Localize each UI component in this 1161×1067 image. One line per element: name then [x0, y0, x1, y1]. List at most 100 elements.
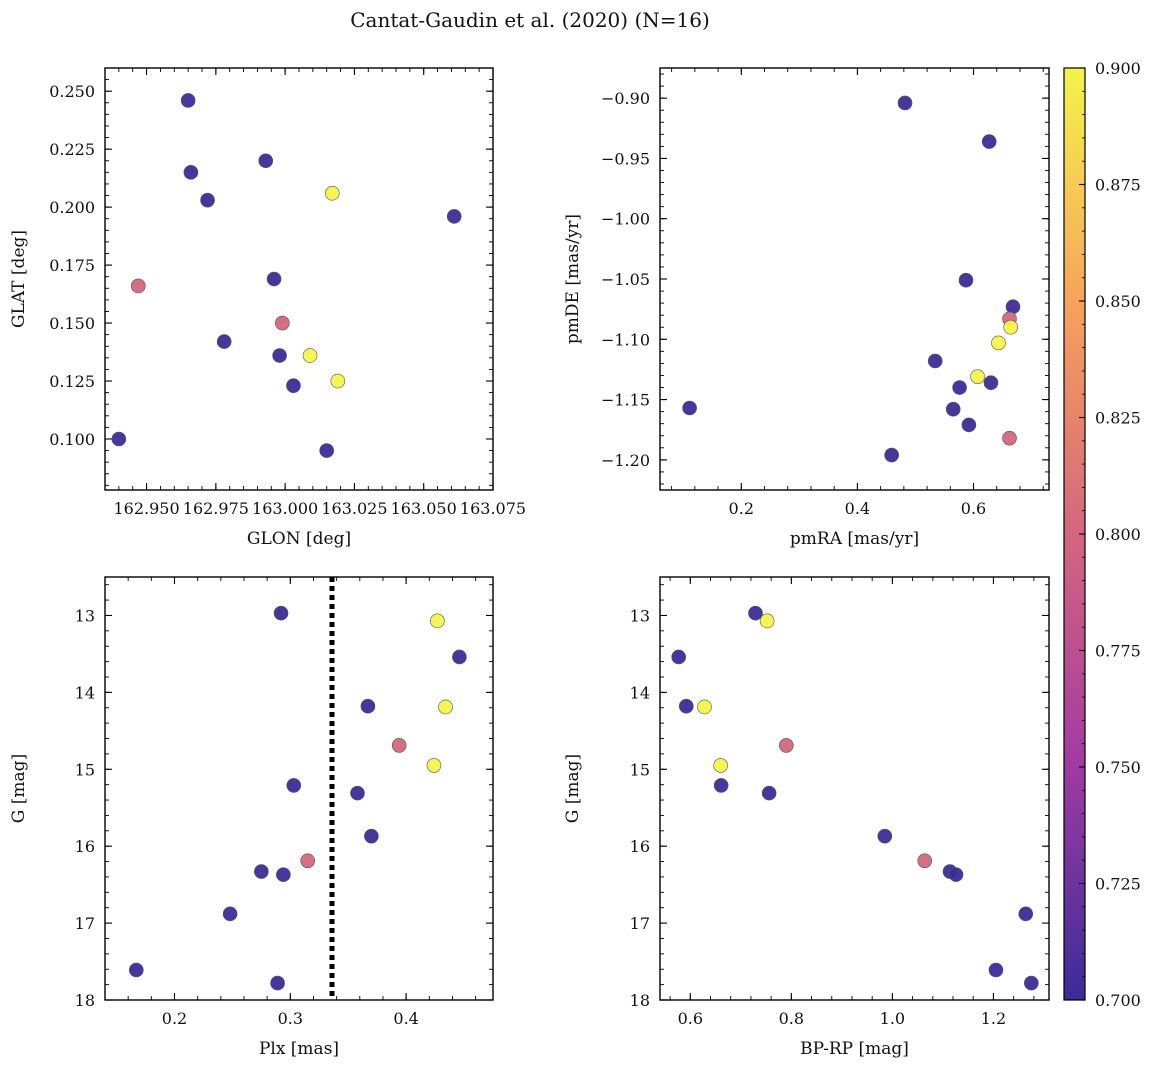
x-tick-label: 0.6	[961, 499, 986, 518]
y-tick-label: 18	[75, 991, 95, 1010]
data-point	[983, 375, 999, 390]
data-point	[302, 348, 318, 363]
panel-bprp-g: 0.6 0.8 1.0 1.2 13 14 15 16 17 18 BP-RP [mag] G [ma…	[563, 576, 1050, 1059]
colorbar-tick-label: 0.775	[1095, 642, 1141, 661]
y-tick-label: 17	[630, 914, 650, 933]
y-tick-label: −0.95	[601, 149, 650, 168]
data-point	[324, 185, 340, 201]
x-axis-title: GLON [deg]	[247, 529, 351, 549]
panel-plx-g: 0.2 0.3 0.4 13 14 15 16 17 18 Plx [mas] G [mag]	[9, 576, 494, 1059]
x-tick-label: 1.0	[880, 1009, 905, 1028]
data-point	[988, 962, 1004, 978]
data-point	[300, 853, 315, 869]
data-point	[884, 447, 899, 463]
x-tick-label: 0.4	[393, 1009, 418, 1028]
data-point	[319, 443, 335, 458]
data-point	[1002, 430, 1017, 446]
data-point	[272, 348, 287, 363]
data-point	[927, 353, 943, 369]
y-tick-label: −1.00	[601, 210, 650, 229]
y-tick-label: 0.100	[49, 430, 95, 449]
y-tick-label: 0.150	[49, 314, 95, 333]
data-point	[446, 209, 462, 224]
panel-glon-glat: 162.950 162.975 163.000 163.025 163.050 163.0…	[9, 67, 526, 549]
colorbar-tick-label: 0.850	[1095, 292, 1141, 311]
y-axis-title: G [mag]	[563, 754, 583, 823]
data-point	[350, 785, 365, 801]
colorbar: 0.700 0.725 0.750 0.775 0.800 0.825 0.850 0.875…	[1063, 59, 1141, 1010]
x-tick-label: 0.6	[678, 1009, 703, 1028]
y-tick-label: 0.175	[49, 256, 95, 275]
data-point	[678, 698, 694, 714]
data-point	[391, 738, 407, 753]
data-point	[1003, 319, 1018, 335]
data-point	[200, 192, 215, 208]
colorbar-tick-label: 0.725	[1095, 875, 1141, 894]
x-tick-label: 162.975	[183, 499, 249, 518]
x-tick-label: 162.950	[113, 499, 179, 518]
data-point	[697, 699, 712, 715]
data-point	[991, 335, 1006, 351]
x-axis-title: BP-RP [mag]	[800, 1039, 909, 1059]
data-point	[286, 378, 301, 393]
data-point	[1024, 975, 1039, 991]
colorbar-tick-label: 0.800	[1095, 525, 1141, 544]
x-tick-label: 163.050	[391, 499, 457, 518]
data-point	[270, 975, 285, 991]
data-point	[713, 778, 729, 793]
x-axis-title: Plx [mas]	[259, 1039, 339, 1059]
data-point	[981, 134, 997, 149]
y-tick-label: 15	[630, 760, 650, 779]
figure-title: Cantat-Gaudin et al. (2020) (N=16)	[350, 8, 710, 32]
data-point	[917, 853, 933, 869]
y-axis-title: pmDE [mas/yr]	[563, 214, 583, 344]
axes-frame	[659, 67, 1050, 491]
data-point	[682, 400, 697, 416]
data-point	[276, 867, 291, 882]
y-axis-title: GLAT [deg]	[9, 230, 29, 328]
panels: 162.950 162.975 163.000 163.025 163.050 163.0…	[9, 67, 1050, 1059]
data-point	[426, 758, 442, 773]
axes-frame	[104, 67, 494, 491]
data-point	[897, 95, 913, 111]
x-tick-label: 1.2	[981, 1009, 1006, 1028]
y-tick-label: 14	[75, 683, 95, 702]
x-tick-label: 163.000	[252, 499, 318, 518]
data-point	[877, 828, 893, 844]
data-point	[759, 613, 775, 629]
data-point	[254, 864, 269, 879]
data-point	[360, 698, 376, 714]
data-point	[275, 315, 290, 331]
y-tick-label: 0.225	[49, 140, 95, 159]
data-point	[945, 401, 961, 417]
axes-frame	[104, 576, 494, 1001]
colorbar-tick-label: 0.750	[1095, 758, 1141, 777]
colorbar-tick-label: 0.900	[1095, 59, 1141, 78]
y-tick-label: 13	[75, 606, 95, 625]
y-tick-label: 0.250	[49, 82, 95, 101]
data-point	[266, 271, 282, 287]
y-tick-label: 15	[75, 760, 95, 779]
data-point	[671, 649, 686, 665]
x-tick-label: 0.4	[845, 499, 870, 518]
data-point	[286, 778, 302, 793]
data-point	[330, 373, 346, 389]
data-point	[180, 93, 196, 108]
y-tick-label: −1.15	[601, 391, 650, 410]
y-tick-label: −1.10	[601, 330, 650, 349]
data-point	[438, 699, 453, 715]
y-tick-label: 14	[630, 683, 650, 702]
x-tick-label: 0.2	[729, 499, 754, 518]
y-tick-label: 17	[75, 914, 95, 933]
data-point	[273, 605, 289, 621]
data-point	[948, 867, 964, 882]
data-point	[713, 758, 728, 773]
data-point	[216, 334, 232, 349]
y-tick-label: 0.200	[49, 198, 95, 217]
x-tick-label: 163.025	[321, 499, 387, 518]
y-tick-label: 16	[75, 837, 95, 856]
data-point	[364, 828, 379, 844]
data-point	[111, 431, 127, 447]
